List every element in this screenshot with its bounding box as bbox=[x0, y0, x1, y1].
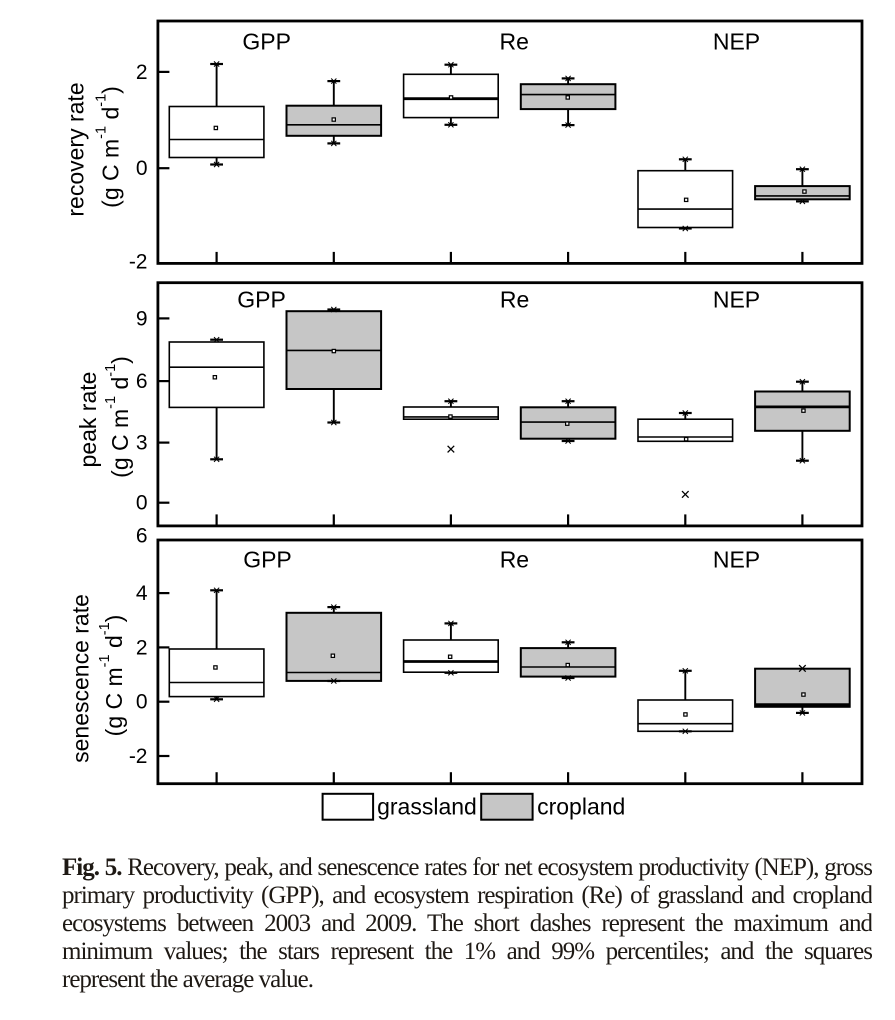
svg-text:GPP: GPP bbox=[237, 287, 286, 313]
svg-text:recovery rate: recovery rate bbox=[63, 82, 89, 216]
svg-text:2: 2 bbox=[136, 61, 148, 84]
svg-text:2: 2 bbox=[136, 636, 148, 659]
svg-text:-2: -2 bbox=[129, 745, 148, 768]
svg-text:senescence rate: senescence rate bbox=[67, 594, 93, 763]
svg-text:3: 3 bbox=[136, 432, 148, 455]
svg-text:4: 4 bbox=[136, 582, 148, 605]
svg-text:peak rate: peak rate bbox=[75, 372, 101, 468]
svg-text:9: 9 bbox=[136, 307, 148, 330]
svg-text:GPP: GPP bbox=[242, 29, 291, 55]
svg-text:Re: Re bbox=[500, 547, 529, 573]
svg-text:6: 6 bbox=[136, 525, 148, 548]
svg-text:-2: -2 bbox=[129, 251, 148, 274]
svg-text:0: 0 bbox=[136, 492, 148, 515]
svg-text:0: 0 bbox=[136, 691, 148, 714]
svg-text:6: 6 bbox=[136, 370, 148, 393]
svg-text:Re: Re bbox=[499, 29, 528, 55]
svg-text:GPP: GPP bbox=[243, 547, 292, 573]
svg-text:0: 0 bbox=[136, 157, 148, 180]
svg-text:Re: Re bbox=[500, 287, 529, 313]
svg-text:NEP: NEP bbox=[713, 287, 760, 313]
svg-text:grassland: grassland bbox=[377, 793, 477, 819]
svg-text:NEP: NEP bbox=[713, 547, 760, 573]
svg-text:cropland: cropland bbox=[537, 793, 625, 819]
svg-text:NEP: NEP bbox=[713, 29, 760, 55]
